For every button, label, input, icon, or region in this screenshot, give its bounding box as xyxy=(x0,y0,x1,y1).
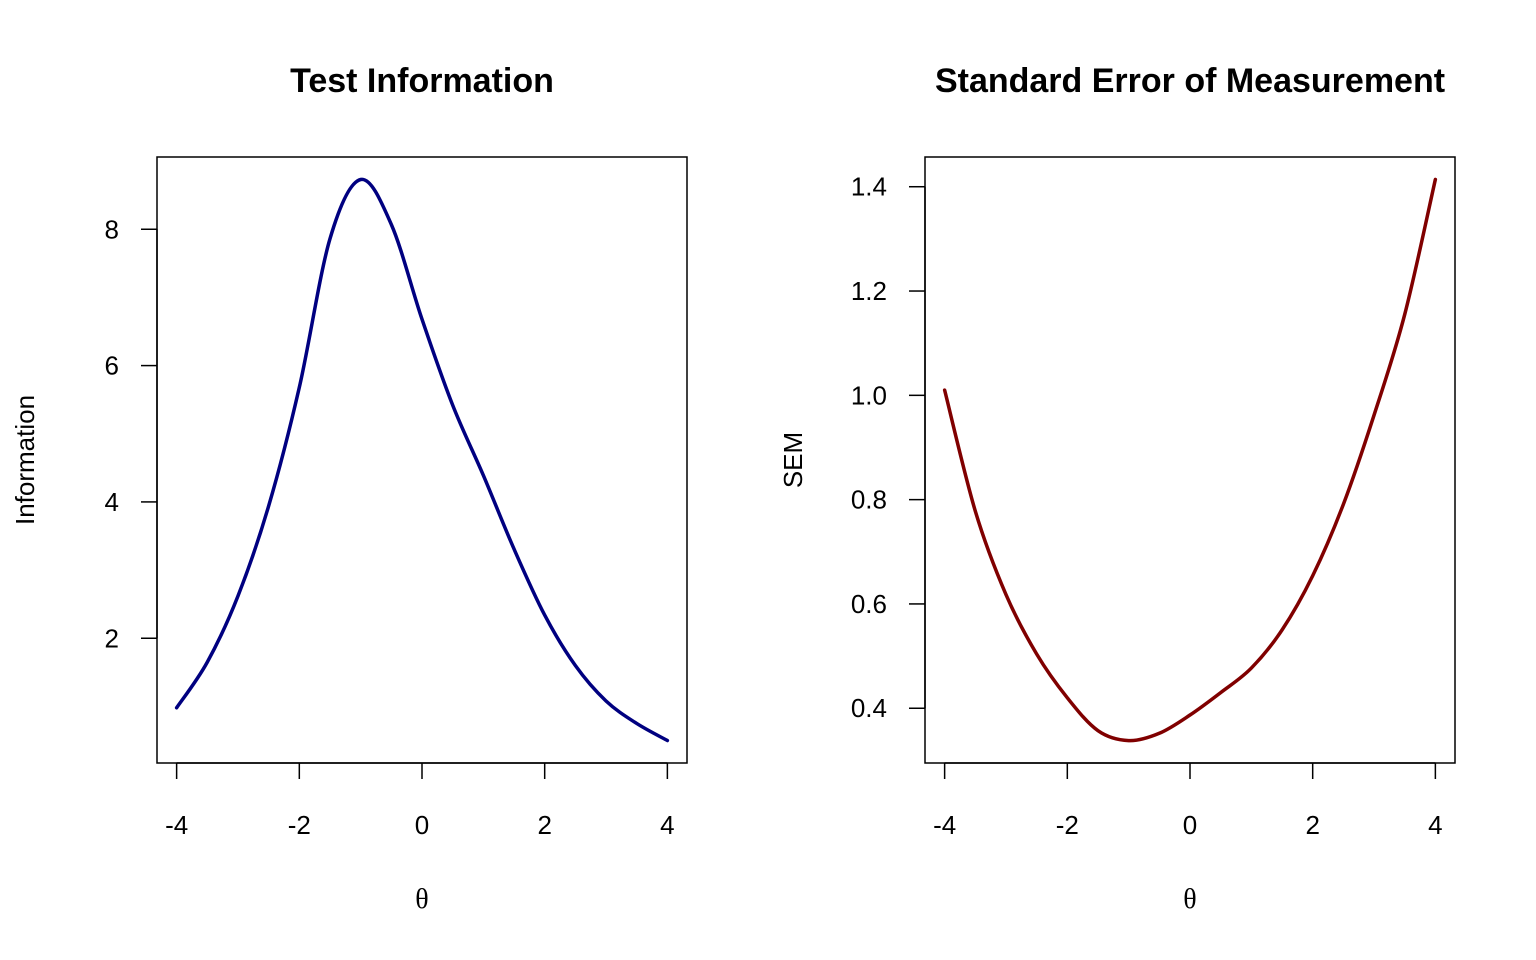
x-tick-label: 0 xyxy=(415,810,429,840)
x-tick-label: -4 xyxy=(933,810,956,840)
plot-frame xyxy=(156,156,688,764)
plot-frame xyxy=(924,156,1456,764)
x-axis-label: θ xyxy=(415,884,428,915)
y-tick-label: 6 xyxy=(105,351,119,381)
x-tick-label: 2 xyxy=(1305,810,1319,840)
y-axis-label: Information xyxy=(10,395,40,525)
y-tick-label: 8 xyxy=(105,214,119,244)
y-tick-label: 1.2 xyxy=(851,276,887,306)
y-tick-label: 1.4 xyxy=(851,172,887,202)
chart-title: Test Information xyxy=(290,62,554,100)
x-tick-label: -2 xyxy=(1056,810,1079,840)
x-tick-label: -2 xyxy=(288,810,311,840)
y-axis-label: SEM xyxy=(778,432,808,488)
y-tick-label: 0.8 xyxy=(851,485,887,515)
x-tick-label: 0 xyxy=(1183,810,1197,840)
chart-title: Standard Error of Measurement xyxy=(935,62,1445,100)
x-tick-label: 4 xyxy=(1428,810,1442,840)
x-tick-label: -4 xyxy=(165,810,188,840)
x-tick-label: 2 xyxy=(537,810,551,840)
chart-panel-1: Test Information -4 -2 0 2 4 2 4 6 8 θ Information xyxy=(10,62,688,915)
x-axis-label: θ xyxy=(1183,884,1196,915)
chart-panel-2: Standard Error of Measurement -4 -2 0 2 4 0.4 0… xyxy=(778,62,1456,915)
series-line-sem xyxy=(942,177,1438,743)
y-tick-label: 0.4 xyxy=(851,693,887,723)
series-line-information xyxy=(174,177,670,743)
y-tick-label: 2 xyxy=(105,623,119,653)
x-tick-label: 4 xyxy=(660,810,674,840)
y-tick-label: 4 xyxy=(105,487,119,517)
y-tick-label: 0.6 xyxy=(851,589,887,619)
y-tick-label: 1.0 xyxy=(851,380,887,410)
